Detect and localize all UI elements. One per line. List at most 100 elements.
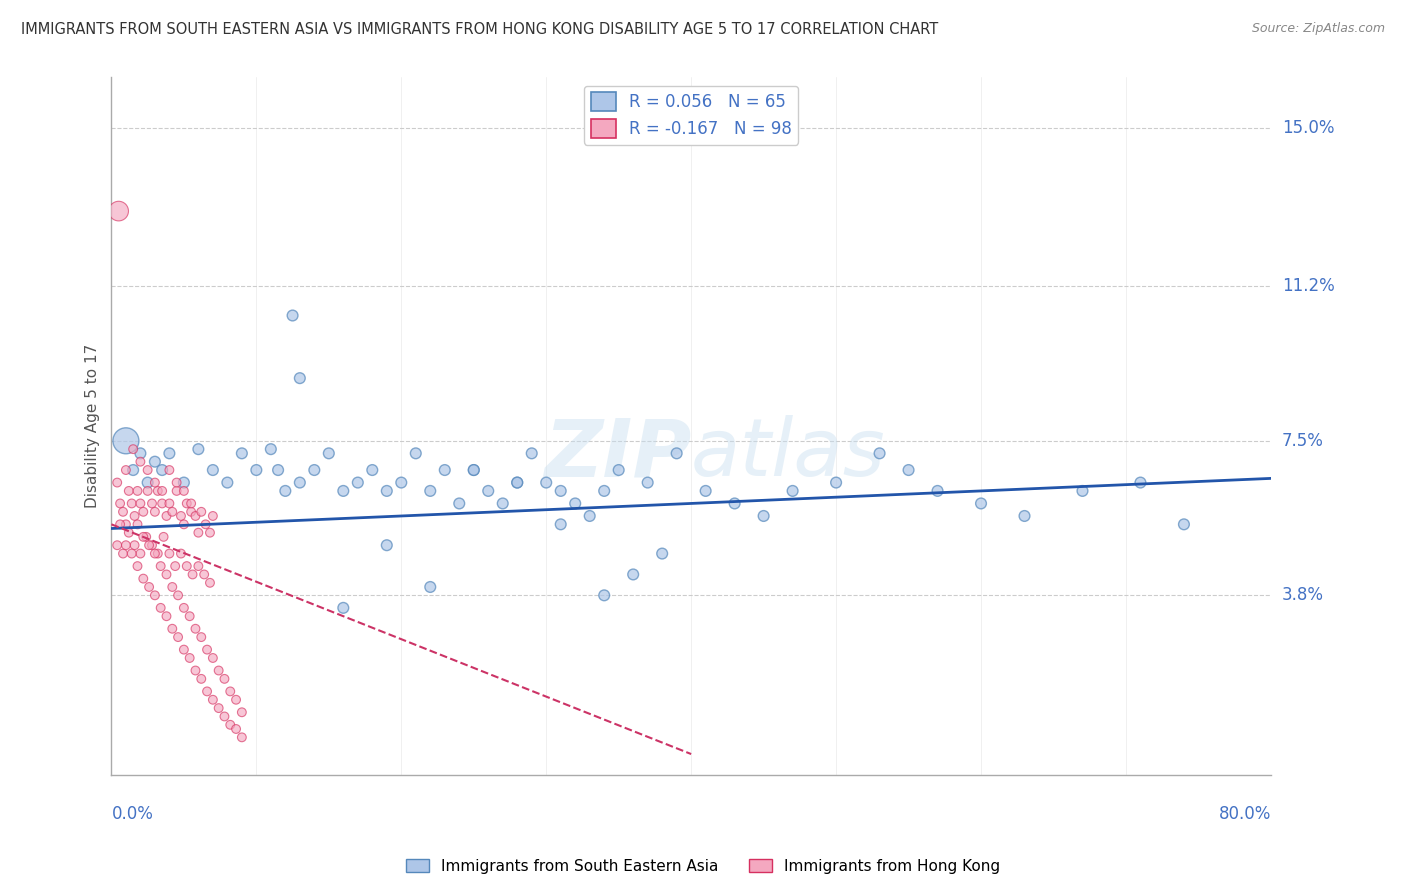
Point	[143, 475, 166, 490]
Point	[1014, 508, 1036, 523]
Point	[108, 517, 131, 532]
Point	[782, 483, 804, 498]
Legend: R = 0.056   N = 65, R = -0.167   N = 98: R = 0.056 N = 65, R = -0.167 N = 98	[583, 86, 799, 145]
Point	[155, 567, 177, 582]
Point	[115, 538, 138, 552]
Point	[419, 580, 441, 594]
Point	[621, 567, 644, 582]
Point	[179, 609, 201, 624]
Point	[132, 530, 155, 544]
Point	[231, 446, 253, 460]
Point	[150, 483, 173, 498]
Point	[138, 580, 160, 594]
Point	[129, 455, 152, 469]
Point	[927, 483, 949, 498]
Point	[105, 538, 128, 552]
Point	[155, 609, 177, 624]
Point	[180, 496, 202, 510]
Point	[173, 475, 195, 490]
Point	[121, 547, 143, 561]
Point	[173, 600, 195, 615]
Text: 15.0%: 15.0%	[1282, 119, 1334, 136]
Text: ZIP: ZIP	[544, 415, 692, 493]
Point	[267, 463, 290, 477]
Point	[201, 463, 224, 477]
Point	[127, 559, 149, 574]
Point	[506, 475, 529, 490]
Text: 80.0%: 80.0%	[1219, 805, 1271, 823]
Point	[136, 483, 159, 498]
Point	[184, 508, 207, 523]
Point	[118, 525, 141, 540]
Point	[187, 559, 209, 574]
Point	[318, 446, 340, 460]
Point	[405, 446, 427, 460]
Point	[173, 483, 195, 498]
Point	[304, 463, 326, 477]
Point	[176, 496, 198, 510]
Point	[564, 496, 586, 510]
Point	[208, 664, 231, 678]
Point	[157, 496, 180, 510]
Point	[166, 483, 188, 498]
Point	[115, 517, 138, 532]
Point	[534, 475, 557, 490]
Point	[150, 463, 173, 477]
Point	[187, 525, 209, 540]
Point	[231, 706, 253, 720]
Point	[184, 664, 207, 678]
Point	[135, 530, 157, 544]
Point	[520, 446, 543, 460]
Y-axis label: Disability Age 5 to 17: Disability Age 5 to 17	[86, 344, 100, 508]
Text: 11.2%: 11.2%	[1282, 277, 1334, 295]
Point	[166, 475, 188, 490]
Point	[167, 588, 190, 602]
Point	[195, 684, 218, 698]
Point	[141, 538, 163, 552]
Point	[651, 547, 673, 561]
Point	[274, 483, 297, 498]
Point	[231, 731, 253, 745]
Point	[897, 463, 920, 477]
Point	[118, 483, 141, 498]
Point	[146, 483, 169, 498]
Point	[152, 530, 174, 544]
Point	[593, 483, 616, 498]
Point	[665, 446, 688, 460]
Point	[124, 508, 146, 523]
Point	[105, 475, 128, 490]
Point	[181, 567, 204, 582]
Point	[155, 508, 177, 523]
Text: Source: ZipAtlas.com: Source: ZipAtlas.com	[1251, 22, 1385, 36]
Point	[129, 547, 152, 561]
Point	[288, 371, 311, 385]
Point	[201, 651, 224, 665]
Point	[122, 442, 145, 457]
Point	[179, 651, 201, 665]
Point	[180, 505, 202, 519]
Point	[637, 475, 659, 490]
Point	[198, 575, 221, 590]
Point	[201, 508, 224, 523]
Point	[129, 496, 152, 510]
Point	[332, 483, 354, 498]
Point	[146, 547, 169, 561]
Point	[149, 559, 172, 574]
Point	[550, 517, 572, 532]
Point	[1173, 517, 1195, 532]
Point	[375, 483, 398, 498]
Point	[225, 722, 247, 736]
Point	[219, 684, 242, 698]
Point	[143, 505, 166, 519]
Point	[332, 600, 354, 615]
Point	[127, 517, 149, 532]
Point	[136, 475, 159, 490]
Point	[198, 525, 221, 540]
Point	[194, 517, 217, 532]
Point	[281, 309, 304, 323]
Point	[361, 463, 384, 477]
Point	[132, 505, 155, 519]
Point	[136, 463, 159, 477]
Text: IMMIGRANTS FROM SOUTH EASTERN ASIA VS IMMIGRANTS FROM HONG KONG DISABILITY AGE 5: IMMIGRANTS FROM SOUTH EASTERN ASIA VS IM…	[21, 22, 938, 37]
Point	[167, 630, 190, 644]
